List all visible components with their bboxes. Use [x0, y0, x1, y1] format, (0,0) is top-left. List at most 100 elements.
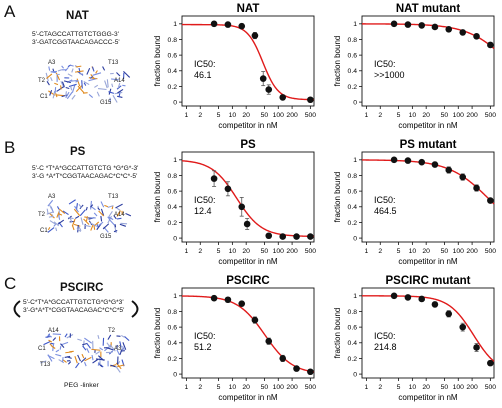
bond-stick: [75, 85, 83, 93]
bond-stick: [46, 208, 49, 215]
data-point: [445, 166, 453, 174]
x-tick-label: 10: [409, 384, 417, 391]
residue-label: A14: [114, 78, 125, 84]
ic50-annotation: IC50:: [374, 331, 396, 341]
x-axis-label: competitor in nM: [218, 121, 277, 130]
x-tick-label: 50: [261, 112, 269, 119]
x-tick-label: 1: [185, 112, 189, 119]
y-tick-label: 0.6: [348, 325, 358, 332]
bond-stick: [85, 206, 88, 211]
bond-stick: [47, 334, 52, 338]
bond-stick: [46, 211, 54, 215]
bond-stick: [75, 80, 79, 83]
ic50-annotation: 46.1: [194, 70, 212, 80]
data-point: [293, 365, 300, 372]
y-tick-label: 0.4: [348, 204, 358, 211]
x-tick-label: 20: [242, 248, 250, 255]
bond-stick: [98, 88, 107, 91]
row-a: A NAT 5'-CTAGCCATTGTCTGGG-3' 3'-GATCGGTA…: [0, 0, 502, 136]
x-tick-label: 2: [198, 248, 202, 255]
residue-label: A3: [48, 194, 56, 200]
residue-label: C1: [38, 346, 46, 352]
bond-stick: [106, 79, 109, 88]
residue-label: A3: [48, 60, 56, 66]
y-tick-label: 0.8: [348, 309, 358, 316]
bond-stick: [88, 78, 97, 82]
bond-stick: [61, 65, 65, 69]
chart-title: NAT mutant: [396, 3, 460, 15]
residue-label: T2: [38, 212, 46, 218]
bond-stick: [58, 359, 65, 364]
x-tick-label: 50: [441, 112, 449, 119]
x-tick-label: 1: [365, 248, 369, 255]
y-tick-label: 0.6: [168, 53, 178, 60]
y-tick-label: 0: [173, 371, 177, 378]
sequence-line-1: 5'-C*T*A*GCCATTGTCTG*G*G*3': [23, 299, 124, 306]
data-point: [390, 156, 398, 164]
data-point: [210, 20, 218, 28]
bond-stick: [71, 68, 74, 73]
sequence-line-2: 3'-GATCGGTAACAGACCC-5': [32, 39, 120, 46]
residue-label: T2: [108, 328, 116, 334]
bond-stick: [49, 220, 57, 225]
bond-stick: [47, 354, 55, 360]
bond-stick: [59, 346, 62, 350]
x-tick-label: 500: [485, 112, 497, 119]
data-point: [224, 185, 232, 193]
x-tick-label: 1: [185, 248, 189, 255]
y-tick-label: 0.6: [348, 53, 358, 60]
y-tick-label: 0.2: [348, 220, 358, 227]
x-tick-label: 2: [198, 384, 202, 391]
bond-stick: [77, 338, 82, 342]
x-tick-label: 500: [305, 248, 317, 255]
y-tick-label: 0.4: [348, 340, 358, 347]
x-tick-label: 10: [229, 112, 237, 119]
x-tick-label: 100: [273, 112, 285, 119]
chart-ps: PS 1 2 5 10 20 50 100 200 500 0 0.2 0.4 0.6 0.8 1 compet…: [153, 139, 317, 266]
x-tick-label: 200: [466, 384, 478, 391]
data-point: [279, 355, 287, 362]
residue-label: T13: [40, 362, 51, 368]
bond-stick: [60, 343, 65, 348]
fit-curve: [181, 295, 315, 373]
bond-stick: [74, 215, 80, 219]
bond-stick: [95, 351, 101, 355]
x-axis-label: competitor in nM: [398, 393, 457, 402]
x-tick-label: 5: [397, 248, 401, 255]
x-tick-label: 200: [286, 384, 298, 391]
bond-stick: [108, 216, 114, 221]
bond-stick: [75, 362, 80, 369]
bond-stick: [92, 72, 102, 76]
x-tick-label: 20: [422, 112, 430, 119]
bond-stick: [48, 215, 54, 218]
data-point: [210, 175, 218, 182]
x-tick-label: 500: [305, 384, 317, 391]
bond-stick: [43, 340, 51, 346]
plot-frame: [361, 151, 495, 243]
bond-stick: [113, 224, 117, 234]
fit-curve: [182, 23, 315, 101]
bond-stick: [117, 95, 123, 98]
y-tick-label: 1: [353, 293, 357, 300]
bond-stick: [80, 357, 87, 363]
bond-stick: [120, 222, 128, 225]
bond-stick: [66, 356, 72, 359]
bond-stick: [110, 364, 117, 368]
plot-frame: [361, 15, 495, 107]
bond-stick: [117, 364, 125, 368]
bond-stick: [76, 78, 81, 87]
y-tick-label: 0.2: [348, 84, 358, 91]
bond-stick: [100, 215, 103, 222]
panel-letter: B: [4, 138, 16, 157]
fit-curve: [362, 295, 495, 362]
bond-stick: [119, 348, 123, 356]
y-tick-label: 0: [353, 235, 357, 242]
x-tick-label: 50: [441, 248, 449, 255]
ic50-annotation: IC50:: [374, 59, 396, 69]
x-tick-label: 100: [453, 248, 465, 255]
x-axis-label: competitor in nM: [398, 257, 457, 266]
x-tick-label: 1: [185, 384, 189, 391]
x-tick-label: 5: [397, 112, 401, 119]
x-tick-label: 100: [453, 384, 465, 391]
x-tick-label: 200: [466, 112, 478, 119]
